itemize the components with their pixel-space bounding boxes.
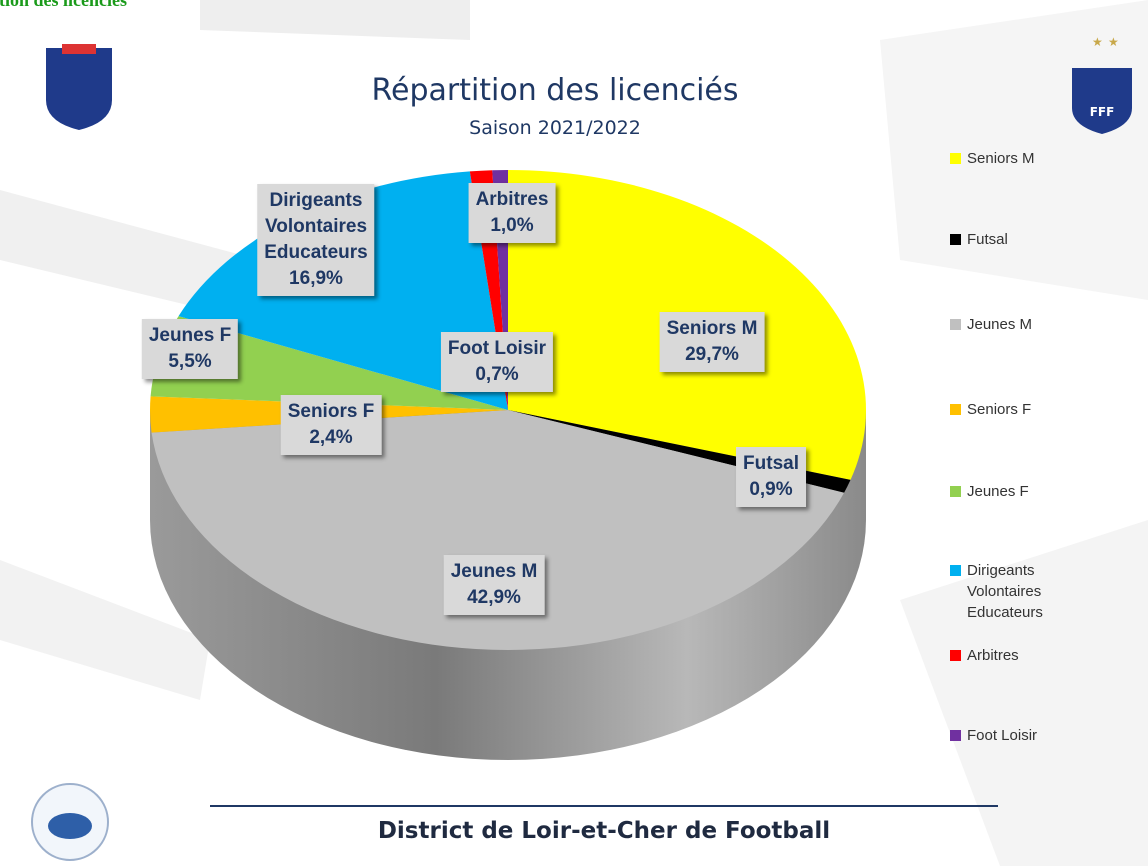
data-label: Seniors F 2,4% xyxy=(280,395,382,455)
legend-label: Dirigeants Volontaires Educateurs xyxy=(967,562,1043,621)
background-shape xyxy=(0,560,210,700)
legend-label: Jeunes F xyxy=(967,483,1029,500)
legend-item: Seniors M xyxy=(950,148,1035,169)
data-label: Seniors M 29,7% xyxy=(659,312,765,372)
data-label-category: Seniors M xyxy=(666,318,758,339)
data-label-category: Arbitres xyxy=(475,189,549,210)
legend-label: Arbitres xyxy=(967,647,1019,664)
legend-item: Arbitres xyxy=(950,645,1019,666)
data-label-category: Seniors F xyxy=(287,401,375,422)
data-label-value: 16,9% xyxy=(289,268,343,289)
fff-logo xyxy=(1072,68,1132,134)
legend-swatch xyxy=(950,650,961,661)
data-label-value: 2,4% xyxy=(309,427,353,448)
data-label-value: 42,9% xyxy=(467,587,521,608)
legend-swatch xyxy=(950,153,961,164)
legend-label: Futsal xyxy=(967,231,1008,248)
league-logo-band xyxy=(62,44,96,54)
data-label-value: 29,7% xyxy=(685,344,739,365)
background-shape xyxy=(900,520,1148,866)
league-logo xyxy=(46,48,112,130)
data-label-category: Futsal xyxy=(743,453,799,474)
background-shape xyxy=(0,190,260,320)
legend-item: Seniors F xyxy=(950,399,1031,420)
legend-swatch xyxy=(950,404,961,415)
legend-swatch xyxy=(950,730,961,741)
star: ★ xyxy=(1092,35,1103,49)
data-label: Foot Loisir 0,7% xyxy=(440,332,554,392)
chart-title: Répartition des licenciés xyxy=(371,73,738,108)
pie-slice xyxy=(150,316,508,410)
district-logo-map xyxy=(48,813,92,839)
data-label-category: Dirigeants Volontaires Educateurs xyxy=(264,190,368,263)
data-label: Dirigeants Volontaires Educateurs 16,9% xyxy=(257,184,375,296)
data-label: Arbitres 1,0% xyxy=(468,183,556,243)
legend-item: Futsal xyxy=(950,229,1008,250)
fff-logo-text: FFF xyxy=(1090,105,1115,119)
legend-label: Seniors M xyxy=(967,150,1035,167)
data-label-value: 0,7% xyxy=(475,364,519,385)
legend-swatch xyxy=(950,319,961,330)
background-shape xyxy=(200,0,470,40)
chart-subtitle: Saison 2021/2022 xyxy=(469,117,641,139)
legend-item: Jeunes M xyxy=(950,314,1032,335)
data-label-category: Jeunes M xyxy=(450,561,538,582)
pie-slice xyxy=(151,410,845,650)
legend-swatch xyxy=(950,486,961,497)
star: ★ xyxy=(1108,35,1119,49)
data-label-value: 0,9% xyxy=(749,479,793,500)
data-label-value: 5,5% xyxy=(168,351,212,372)
data-label: Jeunes F 5,5% xyxy=(141,319,239,379)
legend-label: Jeunes M xyxy=(967,316,1033,333)
data-label-category: Jeunes F xyxy=(148,325,232,346)
data-label-category: Foot Loisir xyxy=(447,338,547,359)
legend-label: Foot Loisir xyxy=(967,727,1038,744)
data-label: Jeunes M 42,9% xyxy=(443,555,545,615)
legend-swatch xyxy=(950,565,961,576)
legend-swatch xyxy=(950,234,961,245)
footer: District de Loir-et-Cher de Football xyxy=(378,818,830,844)
legend-label: Seniors F xyxy=(967,401,1032,418)
legend-item: Foot Loisir xyxy=(950,725,1037,746)
data-label-value: 1,0% xyxy=(490,215,534,236)
legend-item: Dirigeants Volontaires Educateurs xyxy=(950,560,1043,623)
data-label: Futsal 0,9% xyxy=(736,447,806,507)
top-banner: Répartition des licenciés xyxy=(0,0,127,10)
legend-item: Jeunes F xyxy=(950,481,1029,502)
